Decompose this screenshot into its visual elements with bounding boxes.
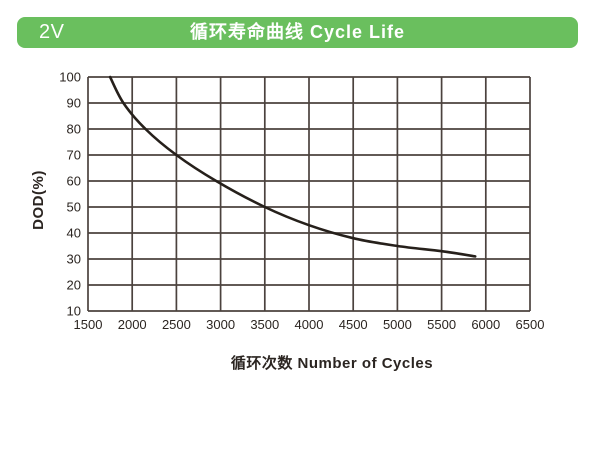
y-axis-label: DOD(%)	[30, 170, 47, 230]
tick-label: 4000	[295, 317, 324, 332]
tick-label: 2000	[118, 317, 147, 332]
tick-label: 90	[67, 96, 81, 111]
tick-label: 50	[67, 200, 81, 215]
grid-lines	[87, 76, 531, 312]
tick-label: 30	[67, 252, 81, 267]
tick-label: 60	[67, 174, 81, 189]
cycle-life-curve	[108, 75, 477, 258]
tick-label: 20	[67, 278, 81, 293]
x-axis-label: 循环次数 Number of Cycles	[231, 354, 433, 372]
tick-label: 70	[67, 148, 81, 163]
tick-label: 10	[67, 304, 81, 319]
tick-label: 40	[67, 226, 81, 241]
tick-label: 100	[59, 70, 81, 85]
header-bar: 2V 循环寿命曲线 Cycle Life	[17, 17, 578, 48]
tick-label: 6500	[516, 317, 545, 332]
tick-label: 6000	[471, 317, 500, 332]
tick-label: 80	[67, 122, 81, 137]
tick-label: 4500	[339, 317, 368, 332]
tick-labels: 1500 2000 2500 3000 3500 4000 4500 5000 5500 6000…	[59, 70, 544, 333]
voltage-badge: 2V	[39, 21, 65, 43]
tick-label: 2500	[162, 317, 191, 332]
tick-label: 5500	[427, 317, 456, 332]
tick-label: 3500	[250, 317, 279, 332]
tick-label: 3000	[206, 317, 235, 332]
chart-title: 循环寿命曲线 Cycle Life	[189, 22, 406, 42]
tick-label: 5000	[383, 317, 412, 332]
tick-label: 1500	[74, 317, 103, 332]
cycle-life-chart: 1500 2000 2500 3000 3500 4000 4500 5000 5500 6000…	[30, 70, 544, 373]
